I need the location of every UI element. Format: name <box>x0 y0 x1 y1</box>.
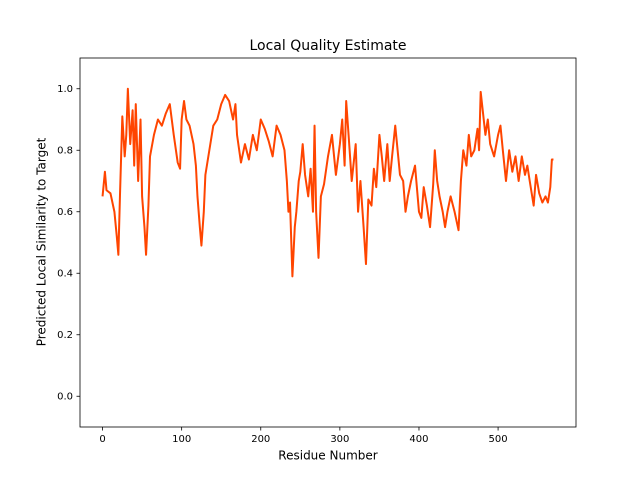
x-tick-label: 200 <box>251 434 270 445</box>
y-tick-label: 0.4 <box>57 268 73 279</box>
y-tick-label: 0.2 <box>57 330 73 341</box>
y-tick-label: 0.0 <box>57 391 73 402</box>
x-axis-label: Residue Number <box>278 449 377 463</box>
x-tick-label: 300 <box>330 434 349 445</box>
y-tick-label: 0.6 <box>57 207 73 218</box>
x-tick-label: 0 <box>99 434 105 445</box>
chart-title: Local Quality Estimate <box>249 38 406 54</box>
data-line <box>101 87 554 278</box>
y-tick-label: 1.0 <box>57 84 73 95</box>
y-axis-label: Predicted Local Similarity to Target <box>35 137 49 346</box>
x-tick-label: 500 <box>489 434 508 445</box>
y-tick-label: 0.8 <box>57 145 73 156</box>
x-tick-label: 400 <box>409 434 428 445</box>
plot-frame <box>79 57 577 428</box>
x-tick-label: 100 <box>172 434 191 445</box>
